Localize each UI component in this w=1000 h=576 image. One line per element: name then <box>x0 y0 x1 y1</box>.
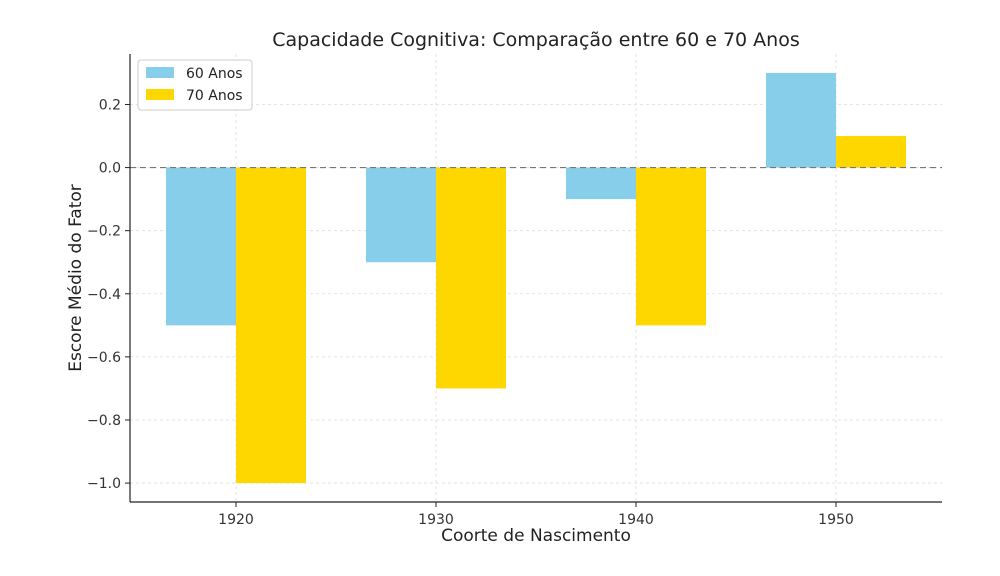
y-tick-label: −0.2 <box>87 224 121 240</box>
bars <box>166 72 906 484</box>
legend-swatch-70-anos <box>146 89 174 100</box>
x-tick-label: 1930 <box>418 512 454 528</box>
bar-60-anos-1950 <box>766 72 836 168</box>
x-ticks: 1920 1930 1940 1950 <box>218 502 854 528</box>
x-tick-label: 1950 <box>818 512 854 528</box>
axes <box>129 54 942 503</box>
x-tick-label: 1940 <box>618 512 654 528</box>
y-tick-label: 0.2 <box>99 97 121 113</box>
legend-label-60-anos: 60 Anos <box>186 66 243 82</box>
bar-60-anos-1920 <box>166 167 236 326</box>
bar-70-anos-1940 <box>636 167 706 326</box>
y-tick-label: −0.6 <box>87 350 121 366</box>
y-ticks: 0.2 0.0 −0.2 −0.4 −0.6 −0.8 −1.0 <box>87 97 130 492</box>
bar-70-anos-1930 <box>436 167 506 389</box>
x-axis-label: Coorte de Nascimento <box>441 526 631 546</box>
y-tick-label: 0.0 <box>99 161 121 177</box>
y-axis-label: Escore Médio do Fator <box>66 184 86 372</box>
x-tick-label: 1920 <box>218 512 254 528</box>
y-tick-label: −0.8 <box>87 413 121 429</box>
legend: 60 Anos 70 Anos <box>137 59 253 111</box>
legend-label-70-anos: 70 Anos <box>186 88 243 104</box>
y-tick-label: −1.0 <box>87 476 121 492</box>
chart-title: Capacidade Cognitiva: Comparação entre 6… <box>272 29 800 51</box>
legend-swatch-60-anos <box>146 67 174 78</box>
y-tick-label: −0.4 <box>87 287 121 303</box>
bar-60-anos-1940 <box>566 167 636 200</box>
bar-70-anos-1950 <box>836 136 906 168</box>
bar-60-anos-1930 <box>366 167 436 263</box>
bar-70-anos-1920 <box>236 167 306 484</box>
